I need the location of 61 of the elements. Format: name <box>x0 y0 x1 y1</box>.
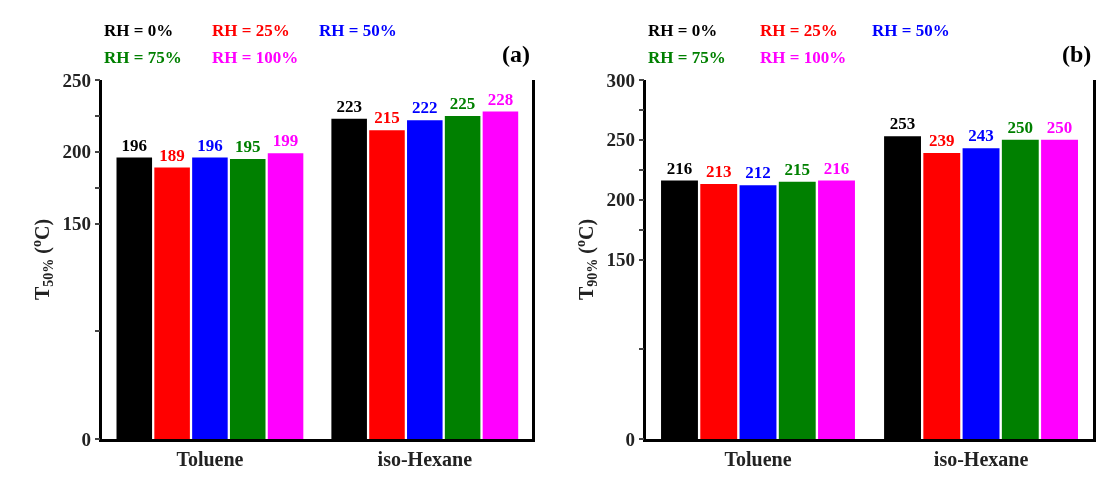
text: RH = 100% <box>212 48 299 67</box>
data-label: 215 <box>374 108 400 128</box>
data-label: 228 <box>487 89 514 109</box>
data-label: 243 <box>968 126 994 146</box>
data-label: 216 <box>823 158 850 178</box>
text: (b) <box>1062 41 1092 67</box>
text: RH = 50% <box>319 21 397 40</box>
bar <box>192 157 228 439</box>
y-tick-label: 150 <box>606 249 635 271</box>
bar <box>1041 139 1078 439</box>
text: RH = 25% <box>212 21 290 40</box>
data-label: 212 <box>745 163 771 183</box>
data-label: 196 <box>121 135 148 155</box>
data-label: 250 <box>1046 117 1073 137</box>
bar <box>1001 139 1039 439</box>
y-tick-label: 250 <box>62 69 91 91</box>
bar <box>962 148 1000 439</box>
bar <box>407 120 443 439</box>
text: RH = 100% <box>760 48 847 67</box>
text: (a) <box>502 41 530 67</box>
text: RH = 0% <box>104 21 174 40</box>
bar <box>154 167 190 439</box>
data-label: 199 <box>272 131 299 151</box>
bar <box>369 130 405 439</box>
data-label: 239 <box>929 131 955 150</box>
data-label: 213 <box>705 162 732 182</box>
y-tick-label: 0 <box>625 428 635 450</box>
x-tick-label: Toluene <box>724 447 792 470</box>
bar <box>229 158 266 439</box>
text: RH = 50% <box>872 21 950 40</box>
bar <box>739 185 777 439</box>
y-tick-label: 250 <box>606 129 635 151</box>
bar <box>700 184 738 439</box>
data-label: 196 <box>197 135 223 155</box>
data-label: 223 <box>336 96 362 116</box>
x-tick-label: Toluene <box>176 447 244 470</box>
data-label: 216 <box>666 158 693 178</box>
y-tick-label: 200 <box>606 189 635 211</box>
x-tick-label: iso-Hexane <box>933 447 1029 470</box>
y-tick-label: 150 <box>62 213 91 235</box>
data-label: 222 <box>412 98 438 118</box>
y-tick-label: 0 <box>81 428 91 450</box>
bar <box>818 180 855 439</box>
bar <box>778 181 816 439</box>
text: RH = 25% <box>760 21 838 40</box>
data-label: 195 <box>234 136 261 156</box>
y-tick-label: 200 <box>62 141 91 163</box>
bar <box>923 153 961 439</box>
data-label: 225 <box>449 93 476 113</box>
text: RH = 75% <box>104 48 182 67</box>
y-tick-label: 300 <box>606 69 635 91</box>
data-label: 215 <box>784 159 811 179</box>
text: RH = 0% <box>648 21 718 40</box>
text: RH = 75% <box>648 48 726 67</box>
bar <box>444 115 481 439</box>
data-label: 189 <box>159 145 185 165</box>
data-label: 253 <box>889 114 916 134</box>
data-label: 250 <box>1007 117 1034 137</box>
bar <box>267 153 304 439</box>
x-tick-label: iso-Hexane <box>377 447 473 470</box>
bar <box>482 111 519 439</box>
